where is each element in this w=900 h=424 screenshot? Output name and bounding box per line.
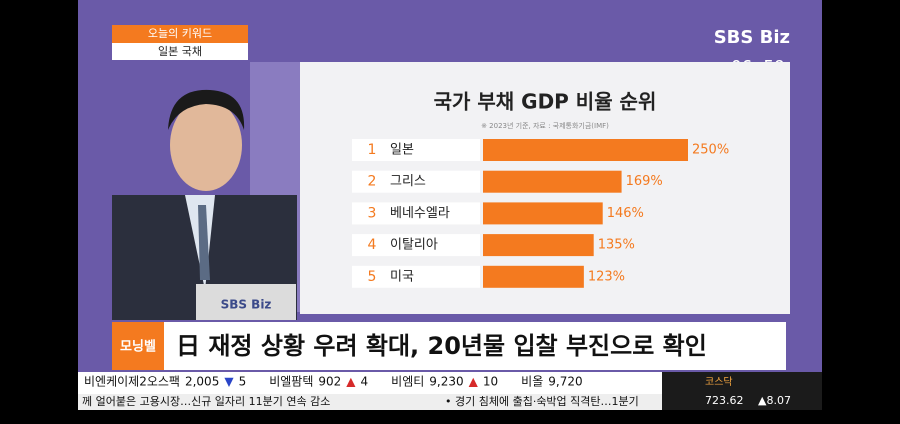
anchor [112,89,297,320]
value-label: 135% [598,238,635,253]
hair [168,89,245,130]
category-label: 이탈리아 [390,238,438,253]
crawl-bar [78,394,662,410]
keyword-label: 오늘의 키워드 [148,27,212,40]
chart-subtitle: ※ 2023년 기준, 자료 : 국제통화기금(IMF) [481,121,609,130]
headline-box [164,322,786,370]
index-change: ▲8.07 [758,394,791,407]
ticker-bar [78,372,822,394]
label-box [352,139,480,161]
ticker-price: 902 [318,375,341,389]
label-box [352,234,480,257]
ticker-price: 2,005 [185,375,219,389]
tie [198,205,210,280]
headline: 日 재정 상황 우려 확대, 20년물 입찰 부진으로 확인 [176,332,707,360]
ticker-arrow: ▼ [224,375,234,389]
chart: 국가 부채 GDP 비율 순위 ※ 2023년 기준, 자료 : 국제통화기금(… [352,90,729,288]
program-box [112,322,164,370]
news-crawl: • 경기 침체에 출칩·숙박업 직격탄…1분기 [445,395,639,408]
face [170,99,242,191]
index-name: 코스닥 [705,376,733,388]
category-label: 일본 [390,143,414,158]
bar [483,202,603,225]
news-crawl: 께 얼어붙은 고용시장…신규 일자리 11분기 연속 감소 [82,394,330,408]
category-label: 베네수엘라 [390,206,450,221]
rank: 2 [368,174,377,190]
label-box [352,170,480,193]
bar [483,139,688,161]
ticker-price: 9,720 [548,375,582,389]
ticker-arrow: ▲ [346,375,356,389]
program: 모닝벨 [120,340,156,355]
rank: 3 [368,205,377,221]
rank: 5 [368,269,377,285]
ticker: 비엔케이제2오스팩 2,005 ▼ 5 비엘팜텍 902 ▲ 4 비엠티 9,230 ▲ 10 비올 9,… [84,375,583,389]
bar [483,234,594,257]
value-label: 250% [692,143,729,158]
category-label: 그리스 [390,174,426,189]
bar [483,170,622,193]
rank: 1 [368,142,377,158]
ticker-arrow: ▲ [469,375,479,389]
rank: 4 [368,237,377,253]
desk-monitor [196,284,296,320]
bar [483,265,584,288]
label-box [352,202,480,225]
ticker-name: 비올 [521,375,543,389]
value-label: 123% [588,269,625,284]
label-box [352,265,480,288]
ticker-name: 비엘팜텍 [269,375,313,389]
chart-title: 국가 부채 GDP 비율 순위 [434,90,657,114]
ticker-price: 9,230 [429,375,463,389]
ticker-change: 10 [483,375,498,389]
ticker-change: 4 [361,375,369,389]
keyword: 일본 국채 [158,44,202,58]
desk-logo: SBS Biz [221,298,272,312]
ticker-name: 비엠티 [391,375,424,389]
index-box [662,372,822,410]
value-label: 169% [626,174,663,189]
ticker-name: 비엔케이제2오스팩 [84,375,180,389]
ticker-change: 5 [239,375,247,389]
channel-logo: SBS Biz [714,27,790,48]
category-label: 미국 [390,269,414,284]
value-label: 146% [607,206,644,221]
keyword-label-box [112,25,248,43]
keyword-box [112,43,248,60]
index-value: 723.62 [705,394,744,407]
